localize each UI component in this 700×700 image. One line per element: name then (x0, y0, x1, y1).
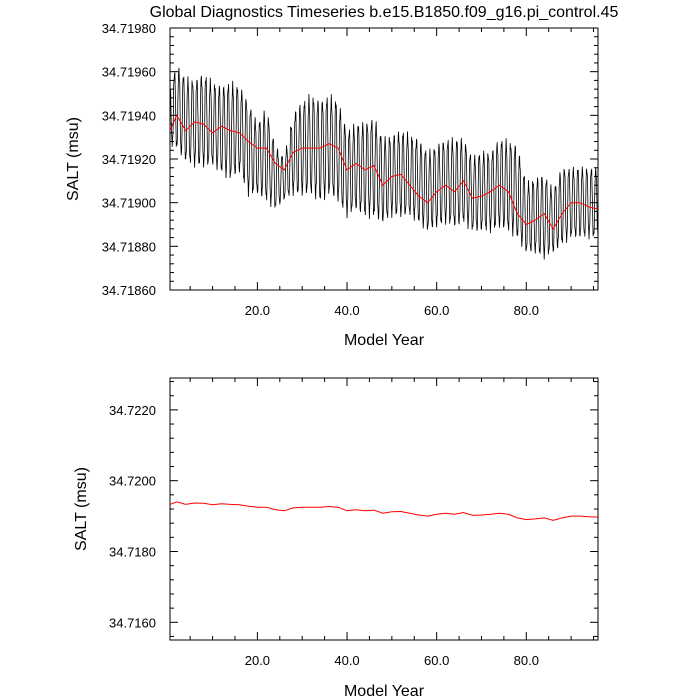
y-tick-label: 34.71980 (102, 21, 156, 36)
x-tick-label: 20.0 (245, 303, 270, 318)
figure-title: Global Diagnostics Timeseries b.e15.B185… (150, 4, 619, 21)
x-axis-label: Model Year (344, 332, 425, 349)
series-group (170, 67, 598, 260)
annual-series-line (170, 114, 598, 230)
y-tick-label: 34.71920 (102, 152, 156, 167)
y-tick-label: 34.7180 (109, 544, 156, 559)
y-tick-label: 34.71940 (102, 108, 156, 123)
y-tick-label: 34.7220 (109, 403, 156, 418)
top-panel: 20.0 40.0 60.0 80.0 34.71860 34.71880 34.71900… (65, 21, 599, 349)
x-axis-label: Model Year (344, 683, 425, 700)
x-tick-label: 60.0 (424, 303, 449, 318)
y-tick-label: 34.71960 (102, 65, 156, 80)
annual-series-line (170, 501, 598, 521)
y-tick-label: 34.7160 (109, 615, 156, 630)
x-tick-label: 80.0 (514, 303, 539, 318)
y-tick-label: 34.71900 (102, 196, 156, 211)
x-tick-label: 20.0 (245, 653, 270, 668)
bottom-panel: 20.0 40.0 60.0 80.0 34.7160 34.7180 34.7200 34.… (73, 377, 599, 700)
series-group (170, 501, 598, 521)
x-tick-label: 40.0 (334, 303, 359, 318)
x-tick-label: 80.0 (514, 653, 539, 668)
y-tick-label: 34.7200 (109, 474, 156, 489)
x-tick-label: 60.0 (424, 653, 449, 668)
x-tick-label: 40.0 (334, 653, 359, 668)
monthly-series-line (170, 67, 598, 260)
y-axis-label: SALT (msu) (73, 467, 90, 551)
y-tick-label: 34.71860 (102, 283, 156, 298)
y-tick-label: 34.71880 (102, 239, 156, 254)
y-axis-label: SALT (msu) (65, 117, 82, 201)
